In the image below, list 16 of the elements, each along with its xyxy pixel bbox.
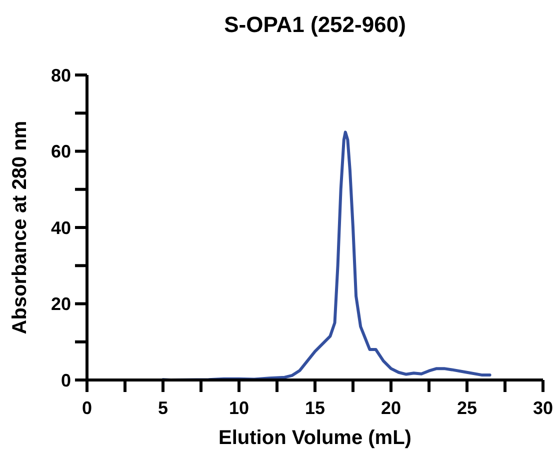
y-tick-label: 60: [50, 142, 71, 162]
x-tick-label: 20: [380, 398, 402, 418]
chart-title: S-OPA1 (252-960): [224, 12, 406, 37]
x-tick-label: 10: [228, 398, 250, 418]
y-tick-label: 40: [50, 218, 71, 238]
x-tick-label: 30: [532, 398, 554, 418]
x-axis-title: Elution Volume (mL): [218, 427, 412, 449]
y-axis-title: Absorbance at 280 nm: [9, 120, 31, 334]
y-tick-label: 80: [50, 65, 71, 86]
y-tick-label: 0: [60, 370, 71, 390]
line-series: [162, 130, 492, 382]
x-tick-label: 5: [158, 398, 168, 418]
x-tick-label: 25: [456, 398, 478, 418]
x-tick-label: 0: [82, 398, 92, 418]
x-tick-label: 15: [304, 398, 326, 418]
y-tick-label: 20: [50, 294, 71, 314]
